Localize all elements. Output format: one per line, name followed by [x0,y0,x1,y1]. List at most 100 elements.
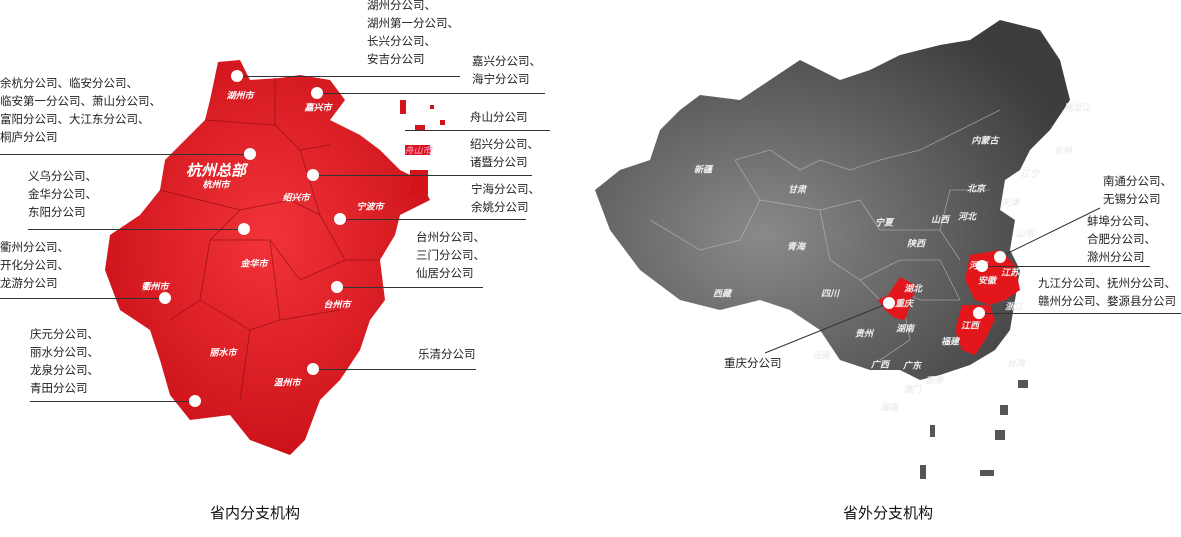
marker-wenzhou[interactable] [307,363,319,375]
province-yunnan: 云南 [811,351,831,362]
branch-item: 台州分公司、 [416,230,485,244]
branch-item: 东阳分公司 [28,205,86,219]
province-anhui: 安徽 [977,276,997,287]
branch-group-jiaxing: 嘉兴分公司、 海宁分公司 [472,52,541,88]
province-heilongjiang: 黑龙江 [1063,103,1091,114]
leader-line-lishui [30,401,195,402]
branch-item: 舟山分公司 [470,110,528,124]
branch-item: 诸暨分公司 [470,155,528,169]
province-chongqing-label: 重庆 [894,299,914,310]
leader-line-quzhou [0,298,165,299]
marker-taizhou[interactable] [331,281,343,293]
city-label-huzhou: 湖州市 [226,91,254,102]
marker-jiaxing[interactable] [311,87,323,99]
branch-group-shaoxing: 绍兴分公司、 诸暨分公司 [470,135,539,171]
marker-anhui[interactable] [976,260,988,272]
leader-line-zhoushan [405,130,550,131]
branch-item: 滁州分公司 [1087,250,1145,264]
marker-jiangxi[interactable] [973,307,985,319]
leader-line-hangzhou [0,154,250,155]
jiangxi-region [955,305,995,355]
city-label-lishui: 丽水市 [209,348,237,359]
province-jiangxi: 江西 [960,321,980,332]
province-hubei: 湖北 [903,284,923,295]
leader-lines-diagonal [764,207,1101,354]
province-shandong: 山东 [1015,229,1035,240]
marker-hangzhou[interactable] [244,148,256,160]
city-label-hangzhou: 杭州市 [202,180,230,191]
leader-line-wenzhou [313,369,476,370]
city-label-quzhou: 衢州市 [141,282,169,293]
branch-group-jiangsu: 南通分公司、 无锡分公司 [1103,172,1172,208]
leader-line-huzhou [237,76,460,77]
branch-item: 乐清分公司 [418,347,476,361]
city-label-wenzhou: 温州市 [273,378,301,389]
branch-item: 临安第一分公司、萧山分公司、 [0,94,161,108]
branch-item: 金华分公司、 [28,187,97,201]
branch-item: 龙泉分公司、 [30,363,99,377]
marker-shaoxing[interactable] [307,169,319,181]
branch-item: 南通分公司、 [1103,174,1172,188]
province-ningxia: 宁夏 [874,218,894,229]
leader-line-anhui [982,266,1150,267]
marker-huzhou[interactable] [231,70,243,82]
province-gansu: 甘肃 [787,185,807,196]
branch-group-taizhou: 台州分公司、 三门分公司、 仙居分公司 [416,228,485,282]
branch-item: 丽水分公司、 [30,345,99,359]
province-zhejiang: 浙江 [1004,302,1024,313]
right-section-title: 省外分支机构 [842,504,934,522]
province-xinjiang: 新疆 [693,165,713,176]
branch-item: 湖州分公司、 [367,0,436,12]
chongqing-region [878,277,915,320]
branch-item: 无锡分公司 [1103,192,1161,206]
marker-quzhou[interactable] [159,292,171,304]
china-map [595,20,1070,479]
marker-jinhua[interactable] [238,223,250,235]
branch-item: 仙居分公司 [416,266,474,280]
branch-item: 龙游分公司 [0,276,58,290]
province-hunan: 湖南 [895,324,915,335]
province-fujian: 福建 [940,337,960,348]
province-neimenggu: 内蒙古 [971,136,999,147]
branch-item: 重庆分公司 [724,356,782,370]
branch-group-anhui: 蚌埠分公司、 合肥分公司、 滁州分公司 [1087,212,1156,266]
branch-item: 青田分公司 [30,381,88,395]
branch-group-zhoushan: 舟山分公司 [470,108,528,126]
leader-line-taizhou [337,287,483,288]
marker-lishui[interactable] [189,395,201,407]
leader-line-shaoxing [313,175,532,176]
province-hainan: 海南 [879,403,899,414]
branch-item: 海宁分公司 [472,72,530,86]
province-jiangsu: 江苏 [1000,268,1020,279]
province-liaoning: 辽宁 [1020,169,1040,180]
leader-line-ningbo [340,219,526,220]
left-section-title: 省内分支机构 [209,504,301,522]
hq-label: 杭州总部 [185,161,247,180]
branch-item: 安吉分公司 [367,52,425,66]
branch-item: 余姚分公司 [471,200,529,214]
leader-line-jinhua [28,229,244,230]
city-label-jiaxing: 嘉兴市 [304,103,332,114]
branch-item: 长兴分公司、 [367,34,436,48]
branch-item: 蚌埠分公司、 [1087,214,1156,228]
province-shanxi: 山西 [930,215,950,226]
branch-item: 衢州分公司、 [0,240,69,254]
leader-line-jiangxi [979,313,1181,314]
marker-jiangsu[interactable] [994,251,1006,263]
marker-chongqing[interactable] [883,297,895,309]
branch-group-chongqing: 重庆分公司 [724,354,782,372]
branch-group-jiangxi: 九江分公司、抚州分公司、 赣州分公司、婺源县分公司 [1038,274,1176,310]
marker-ningbo[interactable] [334,213,346,225]
province-hebei: 河北 [957,212,977,223]
branch-item: 庆元分公司、 [30,327,99,341]
branch-group-jinhua: 义乌分公司、 金华分公司、 东阳分公司 [28,167,97,221]
province-beijing: 北京 [966,184,986,195]
branch-item: 三门分公司、 [416,248,485,262]
province-qinghai: 青海 [786,242,806,253]
branch-group-ningbo: 宁海分公司、 余姚分公司 [471,180,540,216]
branch-group-wenzhou: 乐清分公司 [418,345,476,363]
branch-item: 嘉兴分公司、 [472,54,541,68]
branch-group-lishui: 庆元分公司、 丽水分公司、 龙泉分公司、 青田分公司 [30,325,99,397]
province-guangdong: 广东 [902,361,922,372]
